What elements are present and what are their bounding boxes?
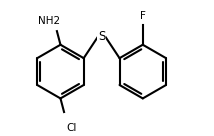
Text: S: S [98,30,105,43]
Text: F: F [140,11,146,21]
Text: Cl: Cl [67,123,77,133]
Text: NH2: NH2 [38,16,60,26]
